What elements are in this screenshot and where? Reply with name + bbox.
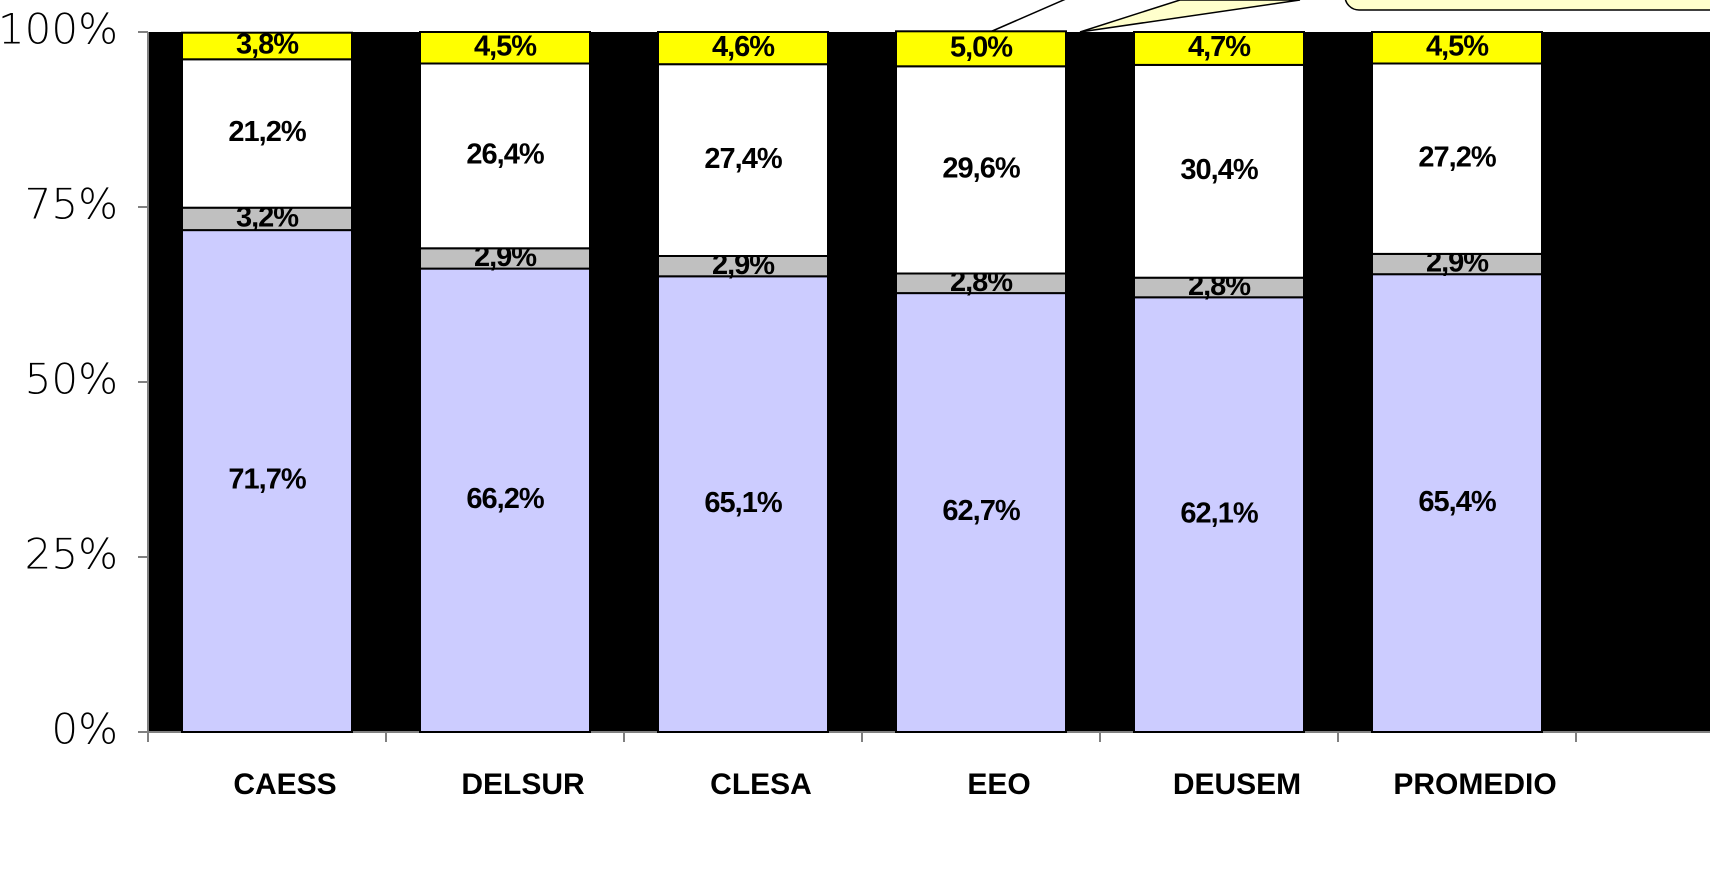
data-label: 30,4% xyxy=(1180,154,1258,186)
bar-segment xyxy=(181,58,353,209)
callout xyxy=(1344,0,1710,11)
data-label: 3,8% xyxy=(236,29,299,61)
bar-segment xyxy=(895,65,1067,275)
bar-segment xyxy=(1133,31,1305,66)
bar-segment xyxy=(419,267,591,733)
y-tick-label: 100% xyxy=(0,5,118,54)
data-label: 4,5% xyxy=(1426,30,1489,62)
data-label: 4,5% xyxy=(474,30,537,62)
bar-segment xyxy=(1371,31,1543,65)
x-tick-label: DEUSEM xyxy=(1173,768,1301,801)
bar-segment xyxy=(181,31,353,61)
y-tick-label: 50% xyxy=(25,355,118,404)
bar-segment xyxy=(657,31,829,66)
data-label: 5,0% xyxy=(950,31,1013,63)
callout-pointer xyxy=(989,0,1066,33)
x-tick-label: DELSUR xyxy=(461,768,585,801)
bar-segment xyxy=(1133,296,1305,733)
bar-segment xyxy=(895,30,1067,68)
data-label: 27,2% xyxy=(1418,141,1496,173)
bar-segment xyxy=(181,229,353,733)
bar-segment xyxy=(1371,62,1543,255)
data-label: 62,1% xyxy=(1180,497,1258,529)
data-label: 26,4% xyxy=(466,139,544,171)
bar-segment xyxy=(657,63,829,257)
x-tick-label: CLESA xyxy=(710,768,812,801)
data-label: 66,2% xyxy=(466,483,544,515)
data-label: 71,7% xyxy=(228,464,306,496)
y-tick-label: 0% xyxy=(51,705,118,754)
x-tick-label: PROMEDIO xyxy=(1393,768,1556,801)
bar-segment xyxy=(419,62,591,250)
data-label: 29,6% xyxy=(942,153,1020,185)
bar-segment xyxy=(419,31,591,65)
bar-segment xyxy=(1371,273,1543,733)
data-label: 65,1% xyxy=(704,487,782,519)
bar-segment xyxy=(657,275,829,733)
data-label: 4,6% xyxy=(712,31,775,63)
data-label: 62,7% xyxy=(942,495,1020,527)
x-tick-label: EEO xyxy=(967,768,1030,801)
data-label: 4,7% xyxy=(1188,31,1251,63)
bar-segment xyxy=(1133,63,1305,279)
bar-segment xyxy=(895,292,1067,733)
data-label: 27,4% xyxy=(704,143,782,175)
data-label: 65,4% xyxy=(1418,486,1496,518)
data-label: 21,2% xyxy=(228,116,306,148)
y-tick-label: 25% xyxy=(25,530,118,579)
callout xyxy=(1079,0,1301,33)
x-tick-label: CAESS xyxy=(233,768,336,801)
y-tick-label: 75% xyxy=(25,180,118,229)
